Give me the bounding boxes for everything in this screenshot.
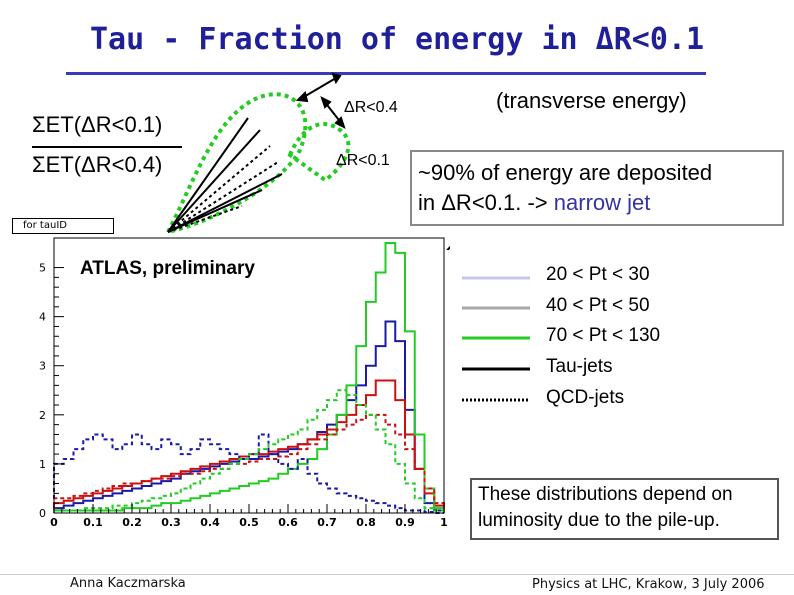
cone-inner-label: ΔR<0.1 [336,152,390,169]
legend-label-pt-40-50: 40 < Pt < 50 [546,295,650,316]
formula-numerator: ΣET(ΔR<0.1) [32,112,163,137]
chart-axes: 0 1 2 3 4 5 0 0.1 0.2 0.3 0.4 0.5 0.6 0.7 0.8 0.9 1 [39,237,448,529]
pileup-note: These distributions depend on luminosity… [478,484,733,531]
title-underline [66,72,706,75]
histogram-series-5 [53,389,445,513]
x-tick-label: 0.6 [278,516,298,529]
formula-fraction-bar [32,146,182,148]
y-tick-label: 2 [39,409,46,422]
x-tick-label: 0.7 [317,516,337,529]
x-tick-label: 1 [440,516,448,529]
x-tick-label: 0.3 [161,516,181,529]
y-tick-label: 4 [39,311,46,324]
histogram-series-group [53,242,445,514]
inner-cone [287,122,351,183]
y-tick-label: 0 [39,507,46,520]
legend-swatches [462,276,530,402]
conference-info: Physics at LHC, Krakow, 3 July 2006 [532,577,765,592]
pileup-box [470,478,779,540]
x-tick-label: 0.8 [356,516,376,529]
energy-fraction-histogram: 0 1 2 3 4 5 0 0.1 0.2 0.3 0.4 0.5 0.6 0.7 0.8 0.9 1 [39,237,448,529]
info-text: ~90% of energy are deposited in ΔR<0.1. … [418,158,780,218]
outer-cone [164,92,308,235]
info-box [410,150,784,226]
transverse-energy-note: (transverse energy) [496,88,687,113]
y-tick-label: 5 [39,262,46,275]
x-tick-label: 0.5 [239,516,259,529]
footer-divider [0,574,794,575]
info-line-1: ~90% of energy are deposited [418,160,713,185]
legend-label-tau-jets: Tau-jets [546,356,613,377]
jet-cone-diagram [164,72,450,250]
x-tick-label: 0.9 [395,516,415,529]
histogram-series-1 [53,379,445,513]
y-tick-label: 1 [39,458,46,471]
info-line-2-prefix: in ΔR<0.1. -> [418,190,548,215]
chart-legend: 20 < Pt < 30 40 < Pt < 50 70 < Pt < 130 … [458,262,708,422]
legend-label-pt-20-30: 20 < Pt < 30 [546,264,650,285]
x-tick-label: 0.2 [122,516,142,529]
info-line-2: in ΔR<0.1. -> narrow jet [418,188,780,218]
slide-title: Tau - Fraction of energy in ΔR<0.1 [89,22,705,57]
histogram-series-2 [53,242,445,513]
author-name: Anna Kaczmarska [70,576,186,591]
tau-id-label: for tauID [12,218,114,234]
y-tick-label: 3 [39,360,46,373]
jet-tracks [167,117,283,233]
narrow-jet-highlight: narrow jet [553,190,651,215]
histogram-series-3 [53,433,444,514]
legend-label-pt-70-130: 70 < Pt < 130 [546,325,661,346]
atlas-preliminary-label: ATLAS, preliminary [80,258,255,279]
x-tick-label: 0 [50,516,58,529]
x-tick-label: 0.4 [200,516,220,529]
x-tick-label: 0.1 [83,516,103,529]
cone-outer-label: ΔR<0.4 [344,99,398,116]
histogram-series-4 [53,413,445,513]
cone-size-arrows [295,72,346,129]
formula-denominator: ΣET(ΔR<0.4) [32,152,163,177]
legend-label-qcd-jets: QCD-jets [546,387,625,408]
